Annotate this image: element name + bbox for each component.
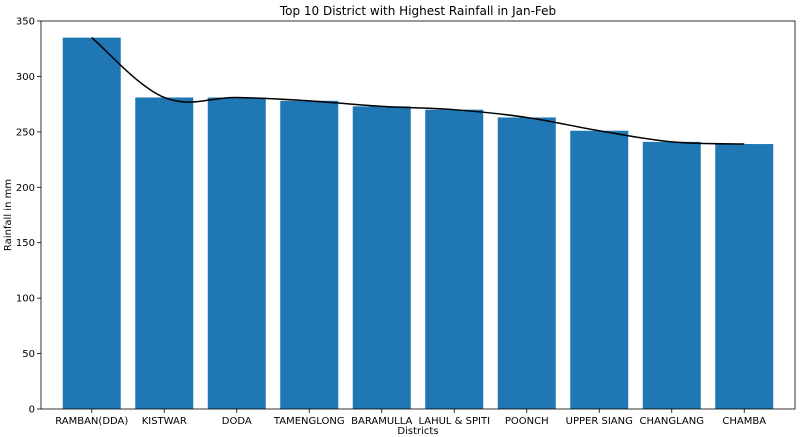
x-tick-label: CHAMBA xyxy=(722,416,766,427)
x-tick-label: BARAMULLA xyxy=(351,416,412,427)
x-tick-label: CHANGLANG xyxy=(640,416,704,427)
y-tick-label: 300 xyxy=(16,72,35,83)
y-axis-label: Rainfall in mm xyxy=(3,179,14,251)
bar-chamba xyxy=(715,144,774,409)
bars-group xyxy=(62,37,774,410)
x-tick-label: UPPER SIANG xyxy=(566,416,633,427)
trend-line xyxy=(91,37,745,145)
y-tick-label: 50 xyxy=(22,349,35,360)
bar-tamenglong xyxy=(280,100,339,410)
bar-changlang xyxy=(642,141,701,409)
x-ticks-group: RAMBAN(DDA) KISTWAR DODA TAMENGLONG BARAMULL… xyxy=(55,409,766,427)
y-tick-label: 100 xyxy=(16,294,35,305)
chart-title: Top 10 District with Highest Rainfall in… xyxy=(279,4,556,18)
bar-kistwar xyxy=(135,97,194,410)
axes-group xyxy=(40,20,796,410)
y-tick-label: 350 xyxy=(16,17,35,28)
bar-lahul-spiti xyxy=(425,109,484,409)
y-tick-label: 150 xyxy=(16,238,35,249)
x-tick-label: DODA xyxy=(222,416,252,427)
x-tick-label: POONCH xyxy=(505,416,549,427)
plot-frame xyxy=(40,20,796,410)
bar-upper-siang xyxy=(570,130,629,409)
y-tick-label: 250 xyxy=(16,127,35,138)
x-tick-label: TAMENGLONG xyxy=(273,416,345,427)
bar-doda xyxy=(207,97,266,410)
trend-line-group xyxy=(91,37,745,145)
x-axis-label: Districts xyxy=(397,426,438,437)
bar-poonch xyxy=(497,117,556,410)
x-tick-label: RAMBAN(DDA) xyxy=(55,416,128,427)
y-tick-label: 200 xyxy=(16,183,35,194)
bar-ramban-dda- xyxy=(62,37,121,409)
x-tick-label: KISTWAR xyxy=(142,416,187,427)
y-tick-label: 0 xyxy=(29,405,35,416)
bar-baramulla xyxy=(352,106,411,410)
x-tick-label: LAHUL & SPITI xyxy=(418,416,490,427)
y-ticks-group: 0 50 100 150 200 250 300 350 xyxy=(16,17,41,416)
